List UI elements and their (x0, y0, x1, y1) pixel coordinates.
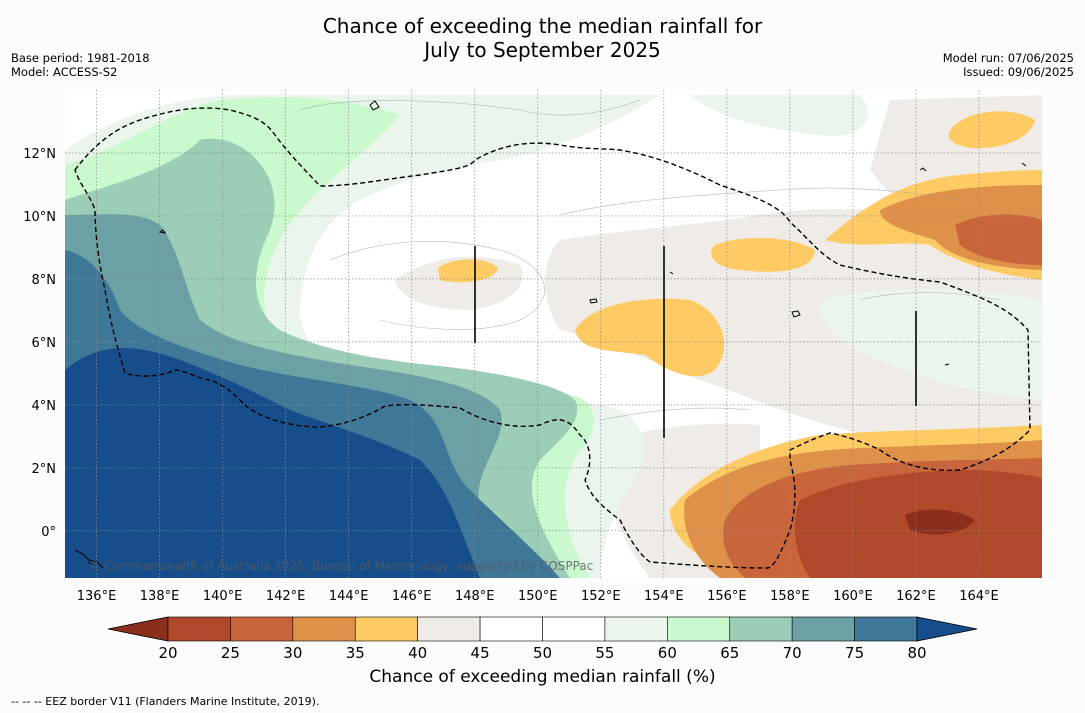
latitude-labels: 12°N 10°N 8°N 6°N 4°N 2°N 0° (23, 147, 56, 540)
lon-tick-label: 136°E (77, 589, 117, 604)
meta-left: Base period: 1981-2018 Model: ACCESS-S2 (11, 51, 150, 79)
colorbar-extension-low (107, 616, 169, 642)
lon-tick-label: 142°E (266, 589, 306, 604)
field-20 (905, 509, 975, 535)
colorbar-tick-label: 30 (283, 644, 302, 662)
lon-tick-label: 138°E (140, 589, 180, 604)
title-line-2: July to September 2025 (424, 38, 661, 62)
model-text: Model: ACCESS-S2 (11, 65, 118, 79)
field-30-north (955, 214, 1042, 265)
lon-tick-label: 162°E (896, 589, 936, 604)
colorbar-tick-label: 50 (533, 644, 552, 662)
longitude-markers (474, 246, 917, 438)
field-40-ne (948, 111, 1035, 149)
coastlines (74, 100, 1027, 569)
lon-tick-label: 160°E (833, 589, 873, 604)
lat-tick-label: 0° (41, 525, 56, 540)
map-field: © Commonwealth of Australia 2025, Bureau… (65, 90, 1042, 578)
colorbar-label: Chance of exceeding median rainfall (%) (369, 667, 716, 687)
colorbar-tick-label: 55 (595, 644, 614, 662)
colorbar-segment (417, 616, 481, 642)
colorbar-segment (354, 616, 418, 642)
issued-text: Issued: 09/06/2025 (963, 65, 1074, 79)
colorbar: 20 25 30 35 40 45 50 55 60 65 70 75 80 (107, 616, 978, 662)
lat-tick-label: 6°N (32, 336, 57, 351)
field-40-center (575, 298, 725, 377)
lat-tick-label: 8°N (32, 273, 57, 288)
colorbar-segment (167, 616, 231, 642)
colorbar-segment (854, 616, 918, 642)
colorbar-tick-label: 20 (158, 644, 177, 662)
field-60-ne (690, 95, 868, 136)
base-period-text: Base period: 1981-2018 (11, 51, 150, 65)
colorbar-tick-label: 75 (845, 644, 864, 662)
lon-tick-label: 164°E (959, 589, 999, 604)
colorbar-segment (479, 616, 543, 642)
eez-border (74, 107, 1031, 569)
field-45-east (545, 209, 1042, 440)
lon-tick-label: 154°E (644, 589, 684, 604)
colorbar-tick-label: 25 (221, 644, 240, 662)
meta-right: Model run: 07/06/2025 Issued: 09/06/2025 (943, 51, 1074, 79)
lat-tick-label: 4°N (32, 399, 57, 414)
contour-lines (299, 99, 1001, 421)
lon-tick-label: 150°E (518, 589, 558, 604)
colorbar-segment (729, 616, 793, 642)
lat-tick-label: 10°N (23, 210, 56, 225)
colorbar-segment (791, 616, 855, 642)
colorbar-segment (542, 616, 606, 642)
lon-tick-label: 146°E (392, 589, 432, 604)
lat-tick-label: 12°N (23, 147, 56, 162)
colorbar-segment (604, 616, 668, 642)
colorbar-tick-label: 60 (658, 644, 677, 662)
colorbar-segment (230, 616, 294, 642)
lon-tick-label: 144°E (329, 589, 369, 604)
lon-tick-label: 148°E (455, 589, 495, 604)
model-run-text: Model run: 07/06/2025 (942, 51, 1074, 65)
lon-tick-label: 140°E (203, 589, 243, 604)
colorbar-tick-label: 45 (471, 644, 490, 662)
map-title: Chance of exceeding the median rainfall … (0, 14, 1085, 62)
field-60-east (819, 288, 1042, 400)
lon-tick-label: 152°E (581, 589, 621, 604)
field-40-mid (711, 238, 815, 272)
lat-tick-label: 2°N (32, 462, 57, 477)
lon-tick-label: 158°E (770, 589, 810, 604)
colorbar-tick-label: 35 (346, 644, 365, 662)
colorbar-tick-label: 80 (907, 644, 926, 662)
colorbar-extension-high (916, 616, 978, 642)
colorbar-segment (667, 616, 731, 642)
colorbar-tick-label: 70 (783, 644, 802, 662)
colorbar-tick-label: 65 (720, 644, 739, 662)
eez-footnote: -- -- -- EEZ border V11 (Flanders Marine… (11, 695, 320, 708)
grid-lines (65, 90, 1042, 578)
title-line-1: Chance of exceeding the median rainfall … (322, 14, 763, 38)
colorbar-segment (292, 616, 356, 642)
longitude-labels: 136°E 138°E 140°E 142°E 144°E 146°E 148°E 150°E… (77, 589, 999, 604)
copyright-text: © Commonwealth of Australia 2025, Bureau… (88, 559, 593, 573)
lon-tick-label: 156°E (707, 589, 747, 604)
field-80-plus (65, 348, 480, 578)
colorbar-tick-label: 40 (408, 644, 427, 662)
field-40-small (438, 259, 498, 283)
